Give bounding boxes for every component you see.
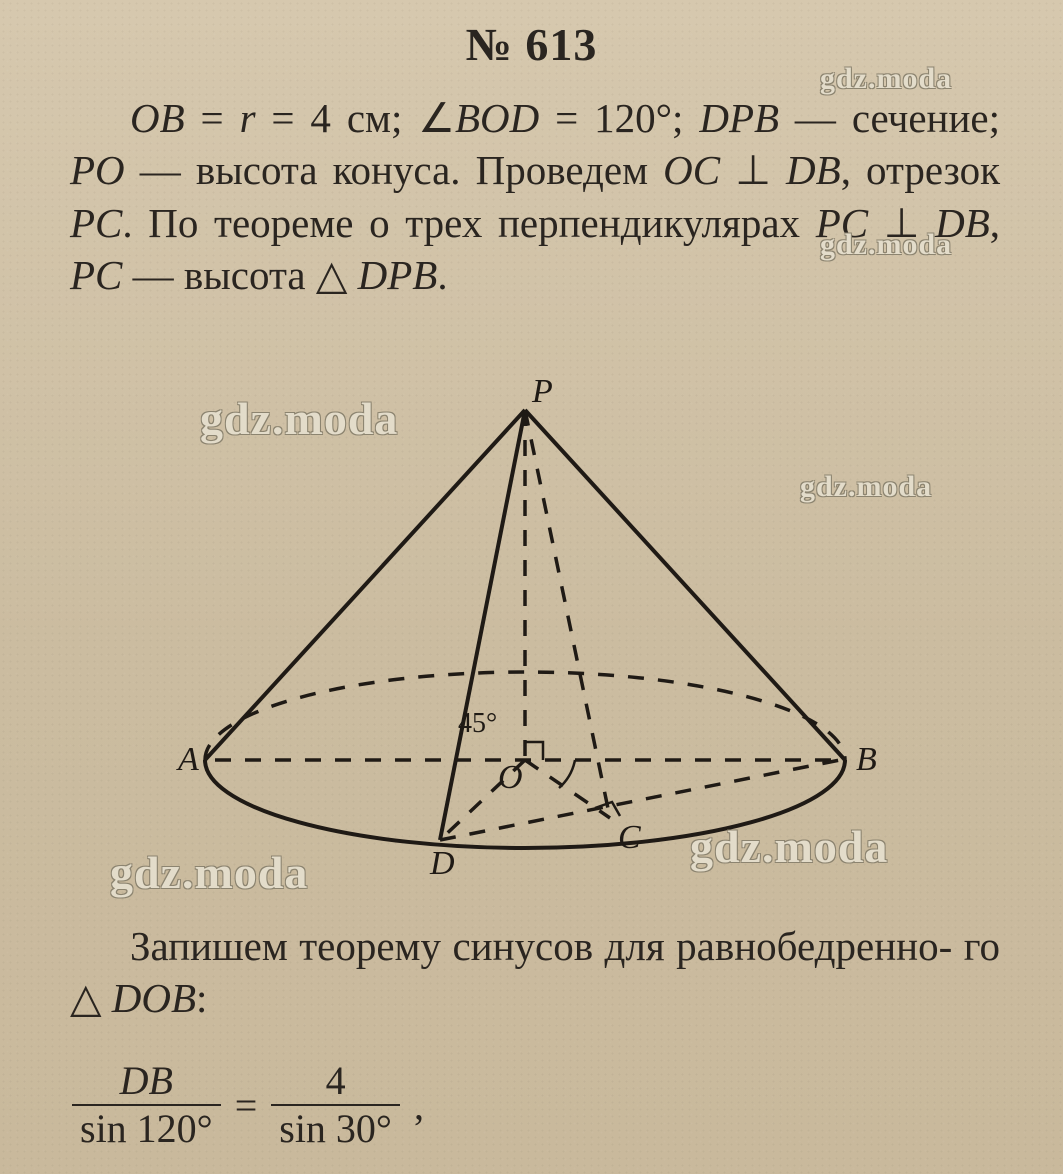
label-B: B [856,741,877,778]
fraction-left: DB sin 120° [72,1060,221,1150]
eq-right-den: sin 30° [271,1104,400,1150]
label-C: C [618,819,641,856]
page-scan: { "title": "№ 613", "watermark_text": "g… [0,0,1063,1174]
label-D: D [429,845,455,882]
sine-law-equation: DB sin 120° = 4 sin 30° , [72,1060,424,1150]
eq-right-num: 4 [271,1060,400,1104]
eq-left-den: sin 120° [72,1104,221,1150]
label-A: A [176,741,199,778]
fraction-right: 4 sin 30° [271,1060,400,1150]
label-P: P [531,373,553,410]
problem-number: № 613 [0,18,1063,71]
equals-sign: = [235,1082,258,1129]
solution-paragraph-2: Запишем теорему синусов для равнобедренн… [70,920,1000,1025]
solution-paragraph-1: OB = r = 4 см; ∠BOD = 120°; DPB — сечени… [70,92,1000,302]
cone-svg: P A B D O C 45° [120,370,950,890]
eq-tail: , [414,1082,424,1129]
eq-left-num: DB [120,1058,173,1103]
cone-diagram: P A B D O C 45° [120,370,950,890]
label-O: O [498,759,523,796]
label-angle-45: 45° [458,708,497,739]
